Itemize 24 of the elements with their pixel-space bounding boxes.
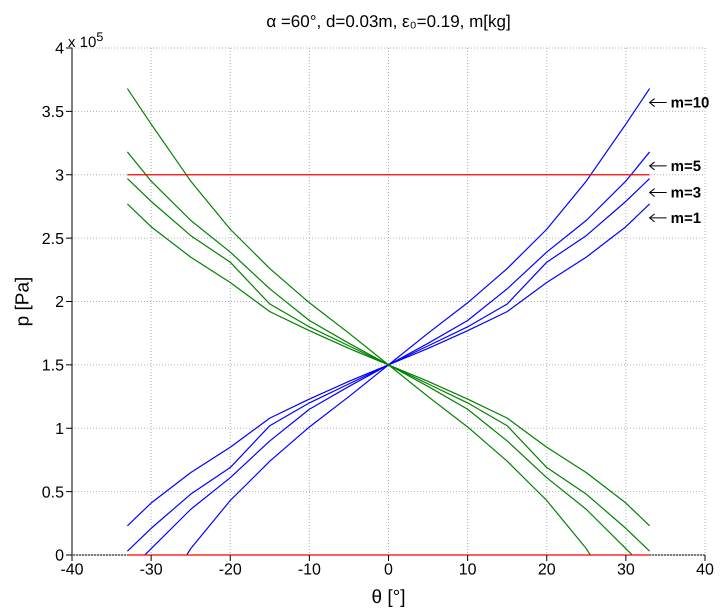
y-tick-label: 3.5	[42, 104, 64, 122]
series-label: m=5	[670, 158, 702, 175]
annotation: x 10$^{5}$	[68, 30, 104, 51]
x-tick-label: -20	[218, 561, 242, 578]
x-tick-label: 0	[384, 561, 394, 578]
x-tick-label: -30	[140, 561, 163, 578]
y-tick-label: 0.5	[42, 484, 64, 502]
x-tick-label: 30	[616, 561, 635, 578]
y-tick-label: 3	[55, 167, 64, 184]
x-tick-label: -10	[298, 561, 322, 578]
y-tick-label: 2	[55, 294, 64, 312]
y-axis-title: p [Pa]	[12, 276, 34, 326]
series-label: m=10	[670, 94, 710, 112]
y-tick-label: 1.5	[42, 358, 64, 375]
x-tick-label: 10	[458, 561, 477, 578]
y-tick-label: 1	[55, 420, 64, 438]
y-tick-label: 2.5	[42, 230, 64, 248]
series-label: m=3	[670, 184, 702, 202]
x-tick-label: 20	[538, 561, 556, 578]
series-label: m=1	[670, 210, 702, 227]
chart-title: α =60°, d=0.03m, ε₀=0.19, m[kg]	[266, 12, 511, 31]
y-tick-label: 4	[55, 40, 64, 58]
x-tick-label: 40	[696, 561, 714, 578]
x-axis-title: θ [°]	[371, 587, 406, 608]
